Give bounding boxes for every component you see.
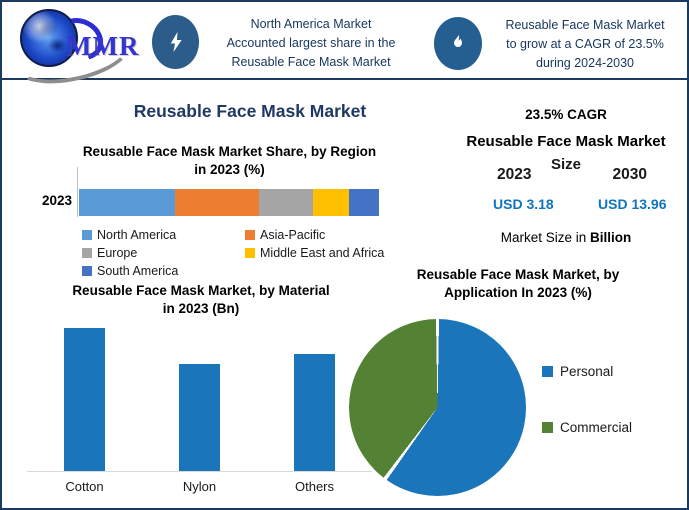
legend-item: Personal [542, 364, 632, 379]
application-pie [349, 319, 526, 496]
application-chart-title: Reusable Face Mask Market, by Applicatio… [387, 266, 649, 302]
material-bar-nylon [179, 364, 220, 471]
mmr-logo: MMR [7, 5, 144, 93]
region-chart-axis [77, 167, 78, 217]
region-chart-title: Reusable Face Mask Market Share, by Regi… [17, 143, 442, 179]
year-2023-label: 2023 [497, 166, 532, 183]
material-chart-title-line1: Reusable Face Mask Market, by Material [72, 283, 330, 298]
legend-item: Europe [82, 246, 245, 260]
callout-line: North America Market [250, 17, 372, 31]
flame-icon [434, 17, 482, 70]
market-size-2030-value: USD 13.96 [598, 196, 667, 212]
legend-swatch [82, 230, 92, 240]
legend-item: Commercial [542, 420, 632, 435]
cagr-text: 23.5% CAGR [525, 107, 607, 122]
material-chart-title-line2: in 2023 (Bn) [162, 301, 240, 317]
header-callout-right: Reusable Face Mask Market to grow at a C… [484, 16, 686, 72]
material-bar-cotton [64, 328, 105, 471]
year-2030-label: 2030 [612, 166, 647, 183]
region-bar-segment [79, 189, 175, 216]
legend-item: Asia-Pacific [245, 228, 427, 242]
legend-label: Commercial [560, 420, 633, 435]
market-size-values-row: USD 3.18 USD 13.96 [445, 196, 687, 214]
application-chart-title-line1: Reusable Face Mask Market, by [416, 267, 620, 282]
legend-swatch [542, 366, 553, 377]
lightning-icon [152, 15, 199, 69]
legend-label: Asia-Pacific [260, 228, 326, 242]
region-bar-segment [259, 189, 313, 216]
header-band: MMR North America Market Accounted large… [2, 2, 687, 93]
legend-item: Middle East and Africa [245, 246, 427, 260]
callout-line: Accounted largest share in the [226, 35, 396, 50]
market-size-title: Reusable Face Mask Market [466, 133, 666, 150]
legend-label: North America [97, 228, 177, 242]
legend-swatch [82, 266, 92, 276]
legend-label: Europe [97, 246, 138, 260]
unit-note-bold: Billion [590, 230, 632, 245]
material-label: Nylon [182, 479, 217, 494]
page-title: Reusable Face Mask Market [133, 101, 367, 121]
legend-label: South America [97, 264, 179, 278]
material-bar-others [294, 354, 335, 471]
legend-swatch [542, 422, 553, 433]
callout-line: Reusable Face Mask Market [505, 18, 665, 32]
callout-line: to grow at a CAGR of 23.5% [506, 36, 664, 51]
region-chart-legend: North America Asia-Pacific Europe Middle Ea… [82, 228, 427, 278]
region-chart-title-line1: Reusable Face Mask Market Share, by Regi… [82, 144, 377, 159]
market-size-2023-value: USD 3.18 [493, 196, 554, 212]
region-stacked-bar [79, 189, 379, 216]
region-chart-title-line2: in 2023 (%) [194, 162, 265, 178]
market-size-title-word2: Size [550, 156, 581, 173]
region-bar-segment [313, 189, 349, 216]
region-bar-segment [349, 189, 379, 216]
legend-swatch [245, 230, 255, 240]
application-pie-legend: Personal Commercial [542, 364, 632, 435]
application-chart-title-line2: Application In 2023 (%) [444, 285, 592, 301]
region-chart-year-label: 2023 [41, 193, 72, 208]
legend-label: Personal [560, 364, 614, 379]
legend-item: North America [82, 228, 245, 242]
callout-line: Reusable Face Mask Market [231, 54, 391, 69]
globe-icon [20, 9, 78, 67]
market-size-unit-note: Market Size in Billion [445, 230, 687, 245]
region-bar-segment [175, 189, 259, 216]
legend-swatch [82, 248, 92, 258]
material-category-labels: Cotton Nylon Others [27, 479, 372, 494]
callout-line: during 2024-2030 [536, 55, 634, 70]
header-callout-left: North America Market Accounted largest s… [202, 15, 420, 71]
unit-note-prefix: Market Size in [500, 230, 591, 245]
legend-item: South America [82, 264, 245, 278]
logo-text: MMR [66, 31, 140, 61]
legend-label: Middle East and Africa [260, 246, 385, 260]
legend-swatch [245, 248, 255, 258]
material-label: Others [294, 479, 334, 494]
material-label: Cotton [65, 479, 104, 494]
material-chart-title: Reusable Face Mask Market, by Material i… [12, 282, 390, 318]
market-size-years-row: Size 2023 2030 [445, 156, 687, 186]
material-bar-plot [27, 320, 372, 472]
